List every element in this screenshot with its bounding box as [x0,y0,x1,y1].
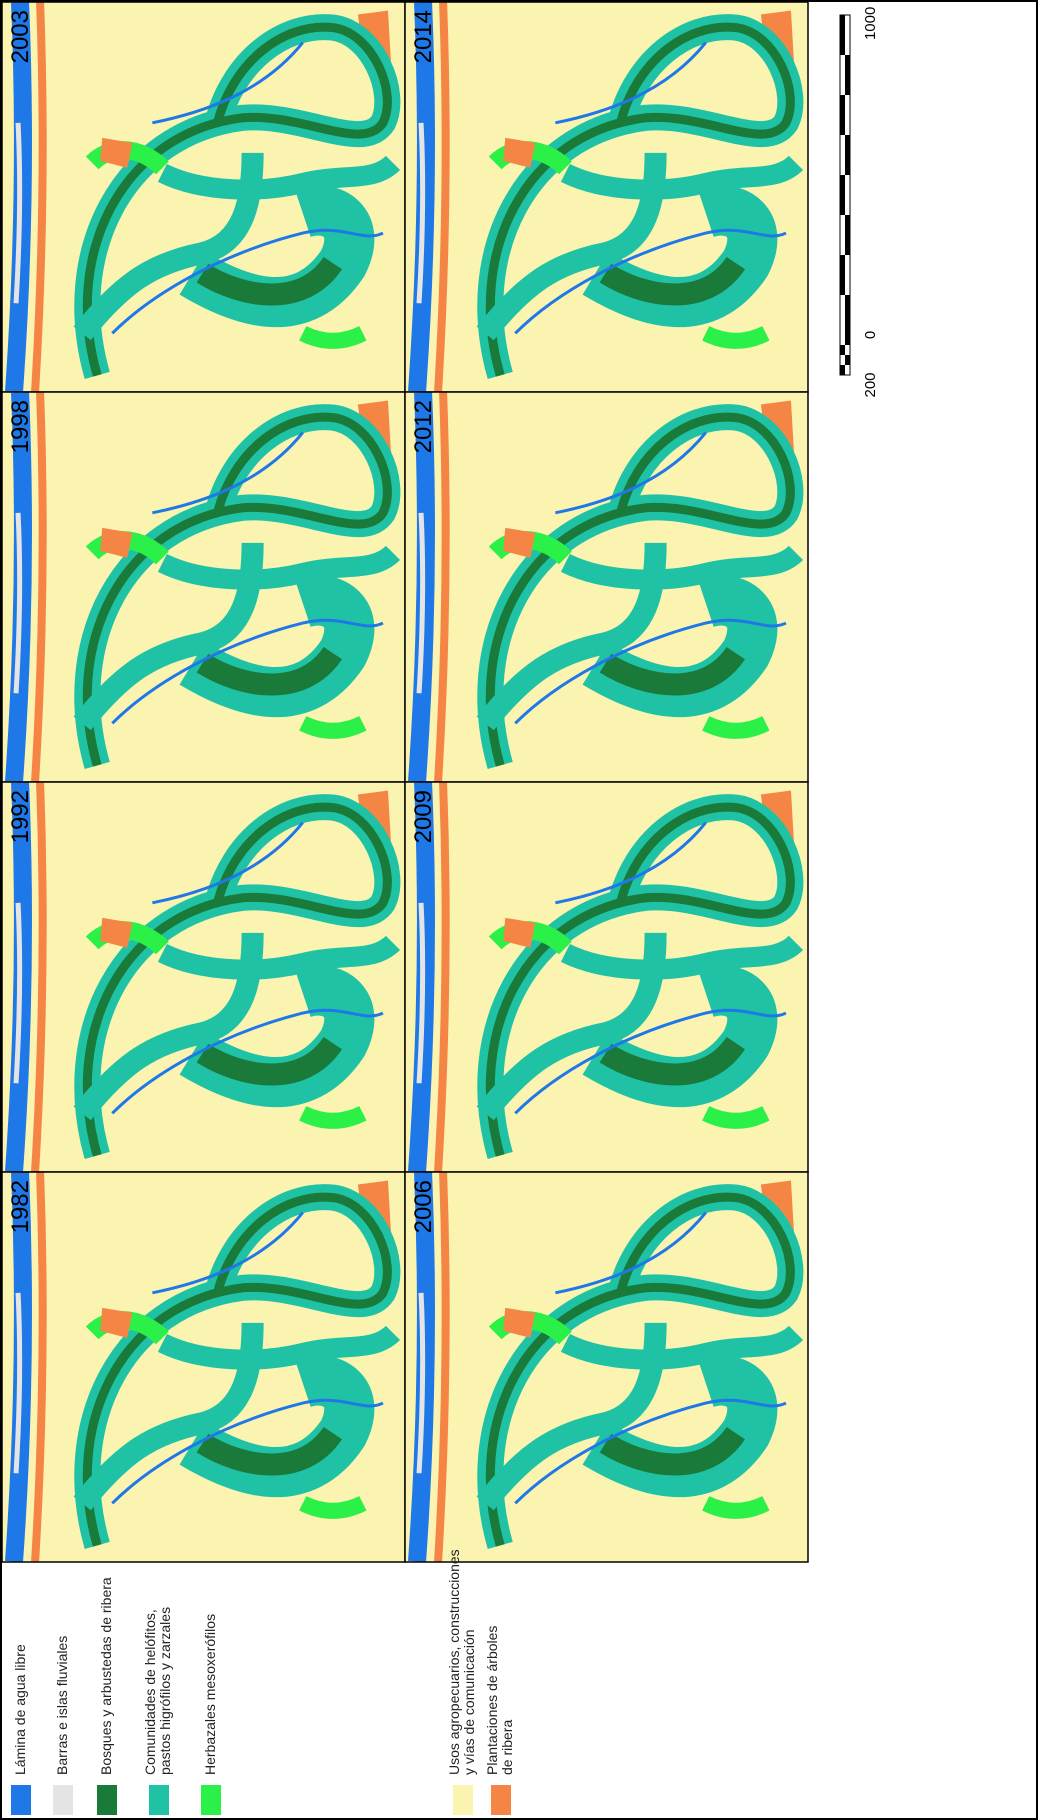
legend-label: Herbazales mesoxerófilos [202,1614,218,1775]
year-label: 1982 [7,1180,34,1233]
scale-segment [840,175,845,215]
scale-label: 0 [862,331,879,339]
panel-border [404,1171,809,1563]
year-label: 2006 [410,1180,437,1233]
scale-segment [840,95,845,135]
legend-swatch [97,1785,117,1815]
legend-swatch [453,1785,473,1815]
legend-swatch [201,1785,221,1815]
legend-label: y vías de comunicación [461,1629,477,1775]
scale-segment [840,365,845,375]
scale-segment [840,255,845,295]
scale-segment [845,355,850,365]
year-label: 2003 [7,10,34,63]
year-label: 1992 [7,790,34,843]
scale-segment [845,295,850,335]
map-panel [2,783,405,1172]
scale-segment [840,15,845,55]
legend-label: Comunidades de helófitos, [142,1609,158,1775]
legend-label: de ribera [499,1720,515,1775]
legend-swatch [491,1785,511,1815]
scale-segment [845,215,850,255]
map-panel [2,3,405,392]
legend-label: Plantaciones de árboles [484,1626,500,1775]
scale-segment [840,345,845,355]
legend-label: Bosques y arbustedas de ribera [98,1577,114,1775]
map-panel [405,3,808,392]
legend-label: pastos higrófilos y zarzales [157,1607,173,1775]
map-panel [2,393,405,782]
legend-label: Usos agropecuarios, construcciones [446,1549,462,1775]
scale-segment [845,135,850,175]
legend-label: Lámina de agua libre [12,1644,28,1775]
scale-segment [845,55,850,95]
scale-label: 1000 m [862,0,879,40]
legend-swatch [53,1785,73,1815]
map-panel [405,1173,808,1562]
map-panel [405,393,808,782]
legend-swatch [149,1785,169,1815]
year-label: 2009 [410,790,437,843]
scale-segment [845,335,850,345]
year-label: 1998 [7,400,34,453]
legend-swatch [11,1785,31,1815]
year-label: 2012 [410,400,437,453]
legend-label: Barras e islas fluviales [54,1636,70,1775]
map-panel [2,1173,405,1562]
map-panel [405,783,808,1172]
year-label: 2014 [410,10,437,63]
scale-label: 200 [862,372,879,397]
